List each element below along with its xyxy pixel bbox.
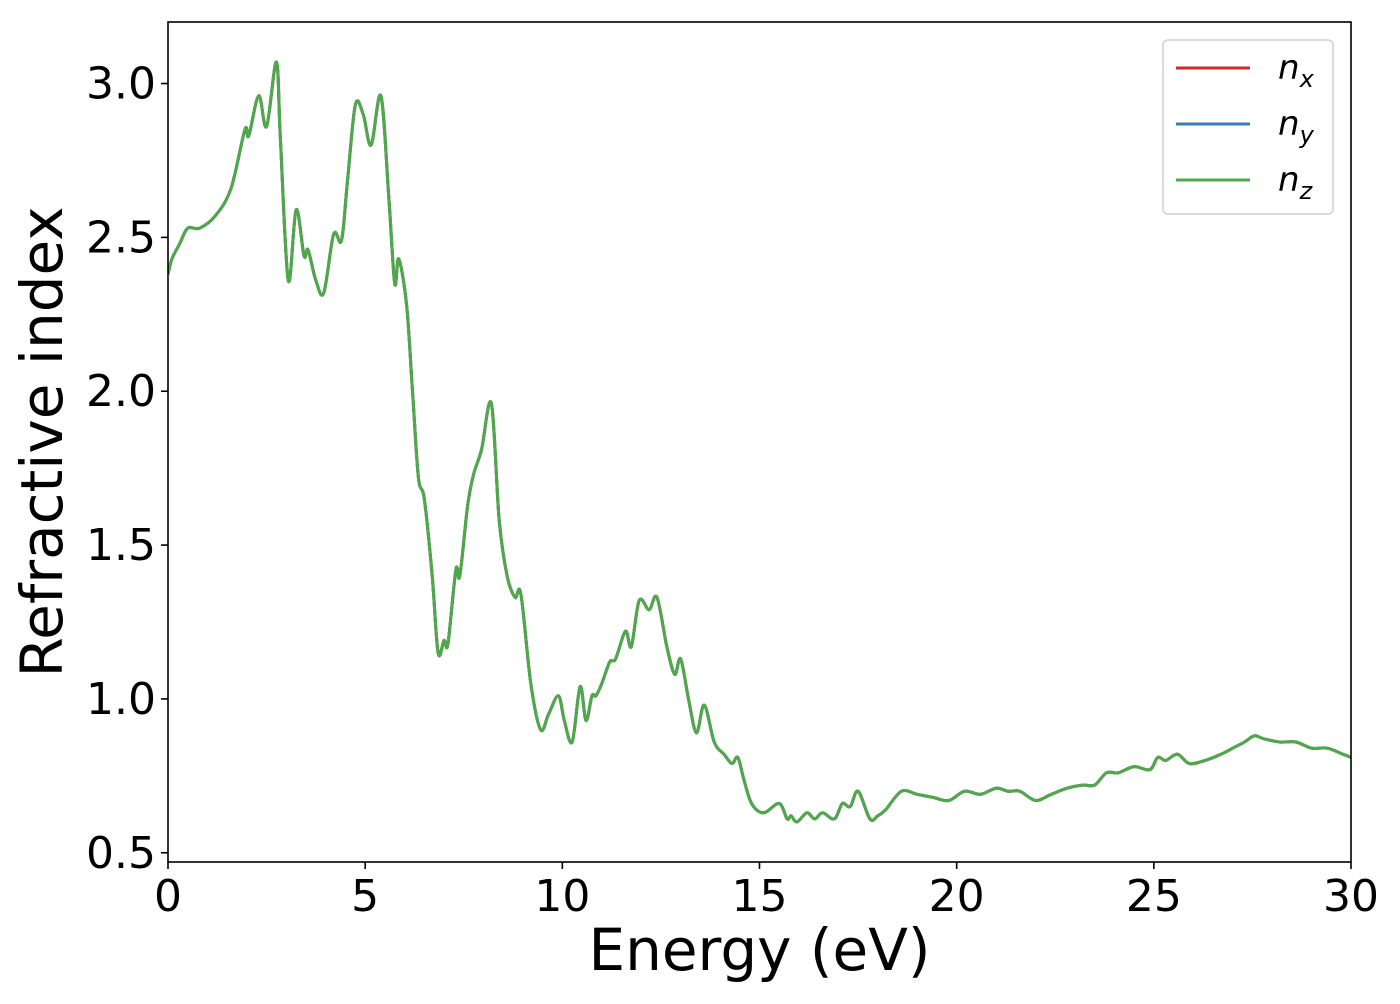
x-tick-label: 20 <box>929 871 985 922</box>
legend-label-y: ny <box>1278 104 1315 149</box>
x-tick-label: 0 <box>154 871 182 922</box>
x-tick-label: 10 <box>534 871 590 922</box>
y-axis-label: Refractive index <box>8 206 76 677</box>
x-tick-label: 30 <box>1323 871 1379 922</box>
y-tick-label: 1.5 <box>86 520 156 571</box>
legend-label-base: n <box>1278 104 1300 144</box>
x-tick-label: 5 <box>351 871 379 922</box>
legend-label-base: n <box>1278 160 1300 200</box>
series-line-n-z <box>168 60 1351 824</box>
legend-label-subscript: y <box>1299 121 1315 149</box>
legend-box <box>1162 39 1334 215</box>
legend-label-subscript: z <box>1299 177 1314 205</box>
y-axis: 0.5 1.0 1.5 2.0 2.5 3.0 <box>86 59 168 879</box>
legend-label-z: nz <box>1278 160 1314 205</box>
y-tick-label: 2.0 <box>86 366 156 417</box>
x-axis-label: Energy (eV) <box>588 916 930 984</box>
plot-area <box>168 60 1351 824</box>
legend-label-subscript: x <box>1299 65 1315 93</box>
legend-label-x: nx <box>1278 48 1315 93</box>
x-tick-label: 15 <box>732 871 788 922</box>
x-axis: 0 5 10 15 20 25 30 <box>154 862 1379 922</box>
y-tick-label: 1.0 <box>86 674 156 725</box>
x-tick-label: 25 <box>1126 871 1182 922</box>
y-tick-label: 3.0 <box>86 59 156 110</box>
legend-label-base: n <box>1278 48 1300 88</box>
y-tick-label: 0.5 <box>86 828 156 879</box>
y-tick-label: 2.5 <box>86 212 156 263</box>
